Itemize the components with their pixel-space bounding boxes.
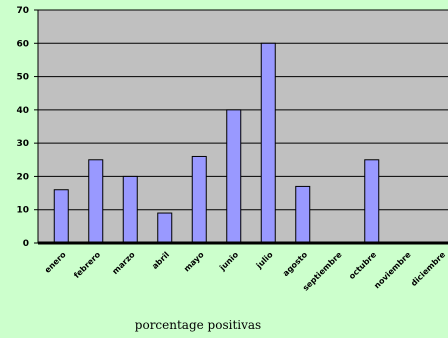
y-tick-label: 50 — [16, 73, 29, 83]
y-tick-label: 60 — [16, 39, 29, 49]
bar-marzo — [122, 175, 138, 244]
bar-mayo — [191, 155, 207, 244]
bar-octubre — [364, 159, 380, 244]
y-tick-label: 10 — [16, 206, 29, 216]
x-tick-label-julio: julio — [254, 250, 275, 271]
x-tick-labels: enero febrero marzo abril mayo junio julio agos… — [43, 250, 448, 293]
bars — [53, 42, 380, 244]
bar-abril — [157, 212, 173, 244]
x-tick-label-mayo: mayo — [182, 250, 206, 274]
x-tick-label-octubre: octubre — [347, 250, 378, 281]
x-tick-label-abril: abril — [150, 250, 171, 271]
x-tick-label-febrero: febrero — [72, 250, 102, 280]
bar-febrero — [88, 159, 104, 244]
axes — [34, 9, 448, 245]
y-tick-labels: 0 10 20 30 40 50 60 70 — [16, 6, 29, 249]
bar-junio — [226, 109, 242, 244]
x-tick-label-marzo: marzo — [111, 250, 137, 276]
plot-area — [38, 10, 448, 243]
y-tick-label: 0 — [23, 239, 29, 249]
y-tick-label: 30 — [16, 139, 29, 149]
x-tick-label-enero: enero — [43, 250, 68, 275]
x-tick-label-agosto: agosto — [281, 250, 309, 278]
bar-enero — [53, 189, 69, 244]
x-tick-label-diciembre: diciembre — [409, 250, 447, 288]
x-tick-label-noviembre: noviembre — [372, 250, 413, 291]
x-tick-label-junio: junio — [217, 250, 240, 273]
y-tick-label: 70 — [16, 6, 29, 16]
bar-julio — [260, 42, 276, 244]
y-tick-label: 20 — [16, 172, 29, 182]
bar-agosto — [295, 185, 311, 244]
gridlines — [38, 9, 448, 211]
y-tick-label: 40 — [16, 106, 29, 116]
x-axis-title: porcentage positivas — [134, 318, 262, 332]
